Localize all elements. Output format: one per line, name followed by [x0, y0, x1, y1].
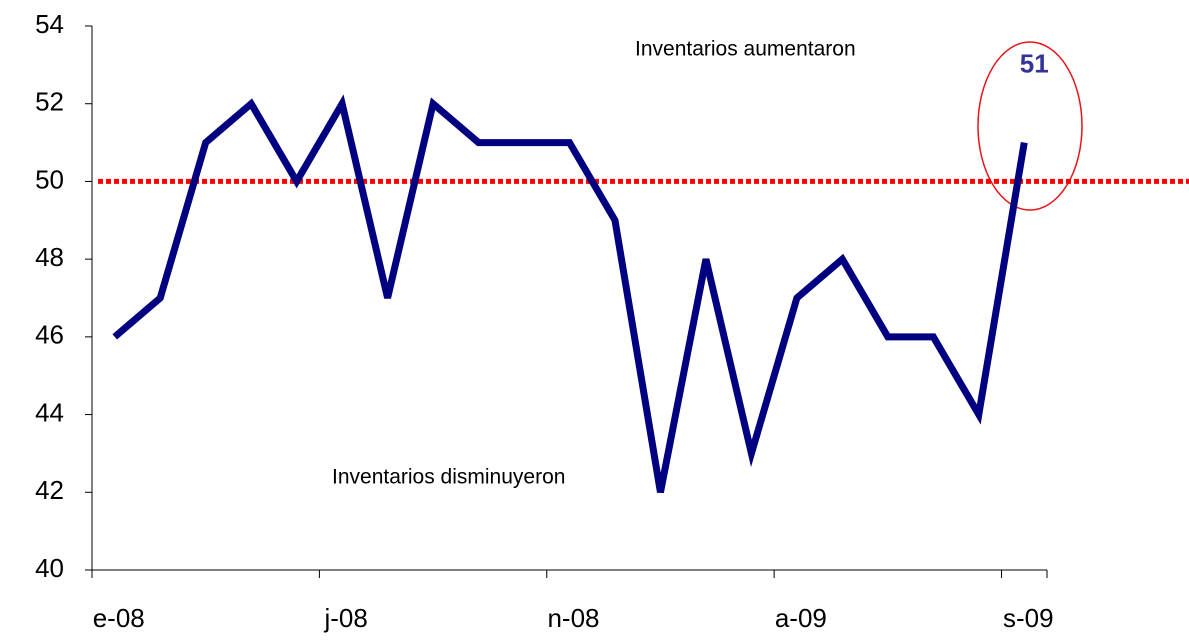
- x-tick-label: e-08: [93, 603, 145, 633]
- y-tick-label: 42: [35, 475, 64, 505]
- x-tick-label: n-08: [547, 603, 599, 633]
- x-tick-label: s-09: [1003, 603, 1054, 633]
- data-label: 51: [1020, 48, 1049, 78]
- annotation: Inventarios aumentaron: [635, 38, 856, 61]
- y-tick-label: 52: [35, 87, 64, 117]
- y-tick-label: 48: [35, 242, 64, 272]
- y-tick-label: 40: [35, 553, 64, 583]
- line: [112, 94, 1028, 493]
- y-tick-label: 50: [35, 164, 64, 194]
- x-tick-label: a-09: [775, 603, 827, 633]
- y-tick-label: 54: [35, 9, 64, 39]
- y-tick-label: 44: [35, 397, 64, 427]
- highlight-ellipse: [977, 41, 1083, 211]
- x-tick-label: j-08: [323, 603, 367, 633]
- y-tick-label: 46: [35, 320, 64, 350]
- annotation: Inventarios disminuyeron: [332, 466, 565, 489]
